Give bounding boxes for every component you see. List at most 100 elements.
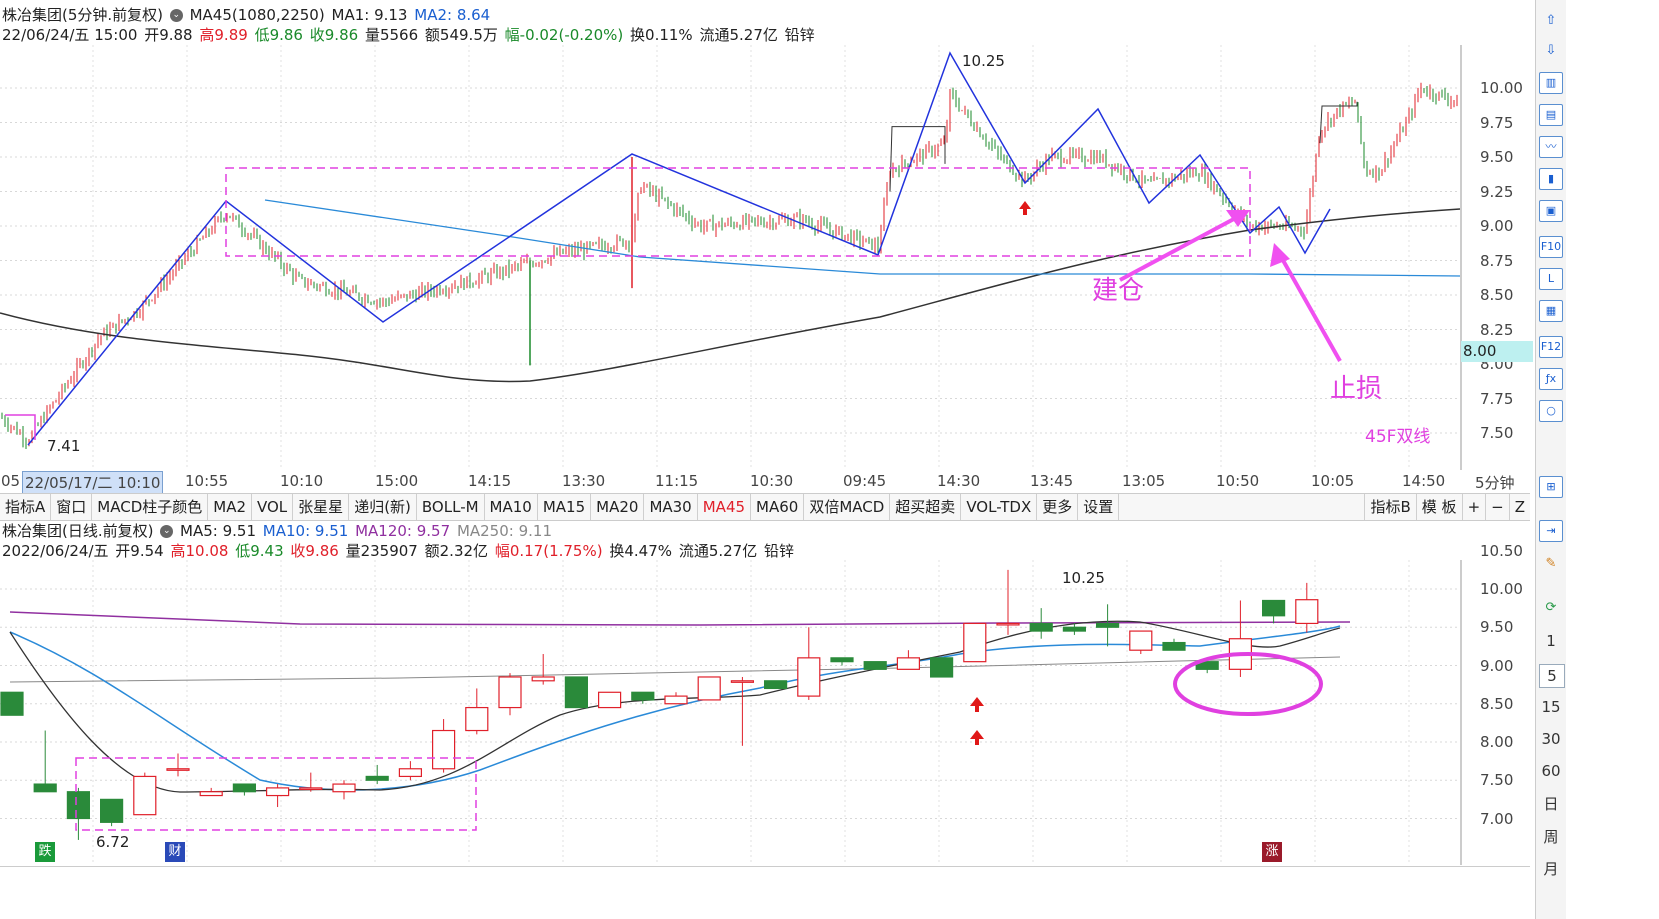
tab-vol[interactable]: VOL [252,494,294,520]
daily-candle[interactable] [266,784,290,808]
tab-ma2[interactable]: MA2 [208,494,252,520]
daily-candle[interactable] [465,688,489,735]
period-30[interactable]: 30 [1541,730,1561,748]
daily-candle[interactable] [763,680,788,690]
add-button[interactable]: + [1461,494,1486,520]
daily-candle[interactable] [365,764,389,785]
refresh-icon[interactable]: ⟳ [1545,600,1557,615]
tab-ma15[interactable]: MA15 [538,494,592,520]
formula-icon[interactable]: ƒx [1539,368,1563,390]
daily-candle[interactable] [133,772,157,816]
tab-ma30[interactable]: MA30 [644,494,698,520]
daily-candle[interactable] [531,654,555,685]
z-button[interactable]: Z [1508,494,1530,520]
daily-candle[interactable] [332,780,356,800]
rise-marker[interactable]: 涨 [1262,842,1282,862]
exit-icon[interactable]: ⇥ [1539,520,1563,542]
daily-candle[interactable] [664,692,688,705]
layers-icon[interactable]: ▣ [1539,200,1563,222]
arrow-up-icon[interactable]: ⇧ [1545,13,1557,28]
period-60[interactable]: 60 [1541,762,1561,780]
daily-chart[interactable] [0,560,1530,865]
tab-boll-m[interactable]: BOLL-M [417,494,485,520]
minus-button[interactable]: − [1485,494,1509,520]
daily-candle[interactable] [1295,582,1319,633]
settings-circle-icon[interactable]: ⌄ [160,525,174,538]
daily-candle[interactable] [1129,630,1153,655]
tab-macd-color[interactable]: MACD柱子颜色 [92,494,209,520]
period-day[interactable]: 日 [1543,795,1559,813]
period-month[interactable]: 月 [1543,860,1559,878]
daily-candle[interactable] [199,787,223,797]
lower-chart-title[interactable]: 株冶集团(日线.前复权) [2,522,154,540]
daily-candle[interactable] [398,761,422,781]
upper-grid [0,45,1462,470]
grid-icon[interactable]: ▦ [1539,300,1563,322]
period-1[interactable]: 1 [1546,632,1556,650]
daily-candle[interactable] [99,798,124,827]
intraday-chart[interactable] [0,45,1530,470]
tab-ma60[interactable]: MA60 [751,494,805,520]
tab-overbought[interactable]: 超买超卖 [890,494,962,520]
daily-candle[interactable] [863,661,887,670]
daily-candle[interactable] [1162,638,1186,651]
line-chart-icon[interactable]: 〰 [1539,136,1563,158]
daily-candle[interactable] [66,787,91,840]
report-icon[interactable]: L [1539,268,1563,290]
daily-candle[interactable] [1195,661,1219,674]
table-icon[interactable]: ▤ [1539,104,1563,126]
tab-window[interactable]: 窗口 [51,494,93,520]
upper-chart-title[interactable]: 株冶集团(5分钟.前复权) [2,6,164,24]
daily-candle[interactable] [1261,599,1286,624]
candle-icon[interactable]: ▮ [1539,168,1563,190]
daily-candle[interactable] [597,691,622,709]
settings-circle-icon[interactable]: ⌄ [169,9,183,22]
tab-settings[interactable]: 设置 [1078,494,1120,520]
daily-candle[interactable] [929,657,954,678]
tab-more[interactable]: 更多 [1037,494,1079,520]
daily-candle[interactable] [797,627,821,700]
daily-candle[interactable] [1228,600,1253,677]
daily-candle[interactable] [996,569,1020,635]
daily-candle[interactable] [0,691,24,716]
tab-ma20[interactable]: MA20 [591,494,645,520]
tab-vol-tdx[interactable]: VOL-TDX [961,494,1038,520]
daily-candle[interactable] [299,772,323,792]
daily-candle[interactable] [1062,623,1087,635]
daily-candle[interactable] [1095,604,1120,647]
f10-icon[interactable]: F10 [1539,236,1563,258]
period-15[interactable]: 15 [1541,698,1561,716]
tab-ma10[interactable]: MA10 [485,494,538,520]
daily-candle[interactable] [33,730,57,793]
f12-icon[interactable]: F12 [1539,336,1563,358]
arrow-down-icon[interactable]: ⇩ [1545,43,1557,58]
daily-candle[interactable] [166,753,190,777]
period-label[interactable]: 5分钟 [1475,474,1515,492]
pencil-icon[interactable]: ✎ [1545,556,1557,571]
daily-candle[interactable] [564,676,589,709]
toolbox-icon[interactable]: ⊞ [1539,476,1563,498]
period-5[interactable]: 5 [1539,664,1565,688]
daily-candle[interactable] [963,622,987,663]
tab-ma45[interactable]: MA45 [698,494,752,520]
daily-candle[interactable] [1029,608,1053,639]
tab-zhangxingxing[interactable]: 张星星 [293,494,350,520]
daily-candle[interactable] [896,650,921,670]
tab-recursive[interactable]: 递归(新) [349,494,417,520]
tab-indicator-a[interactable]: 指标A [0,494,52,520]
daily-candle[interactable] [730,676,755,746]
daily-candle[interactable] [432,719,456,773]
daily-candle[interactable] [232,783,256,796]
tab-double-macd[interactable]: 双倍MACD [804,494,891,520]
daily-candle[interactable] [697,676,721,701]
daily-candle[interactable] [830,657,854,666]
daily-candle[interactable] [631,691,655,704]
period-week[interactable]: 周 [1543,828,1559,846]
finance-marker[interactable]: 财 [165,842,185,862]
kline-icon[interactable]: ▥ [1539,72,1563,94]
tab-indicator-b[interactable]: 指标B [1364,494,1415,520]
circle-icon[interactable]: ○ [1539,400,1563,422]
tab-template[interactable]: 模 板 [1415,494,1462,520]
daily-candle[interactable] [498,673,522,716]
fall-marker[interactable]: 跌 [35,842,55,862]
